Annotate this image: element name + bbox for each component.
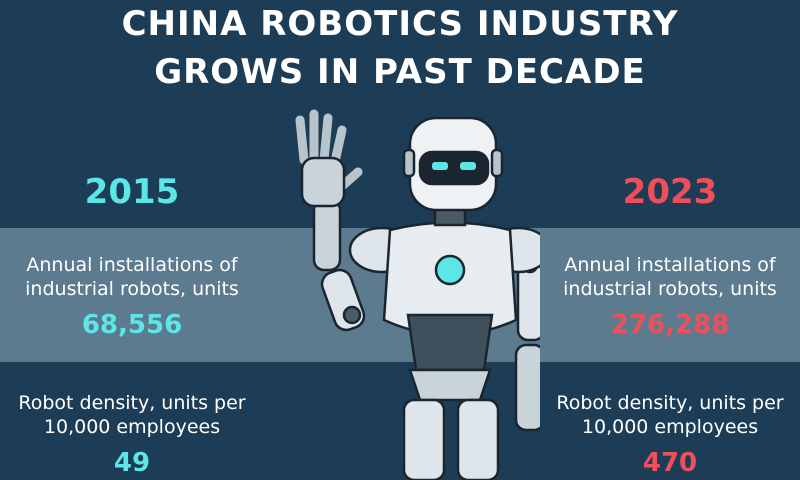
title-line: CHINA ROBOTICS INDUSTRY xyxy=(121,4,679,44)
installations-label: Annual installations of industrial robot… xyxy=(25,254,239,300)
installations-value: 68,556 xyxy=(81,310,183,340)
density-label: Robot density, units per 10,000 employee… xyxy=(556,392,784,438)
installations-value: 276,288 xyxy=(610,310,730,340)
year: 2023 xyxy=(622,172,718,212)
year: 2015 xyxy=(84,172,180,212)
density-value: 49 xyxy=(113,448,151,478)
density-value: 470 xyxy=(642,448,698,478)
installations-label: Annual installations of industrial robot… xyxy=(563,254,777,300)
title-line: GROWS IN PAST DECADE xyxy=(154,52,646,92)
density-label: Robot density, units per 10,000 employee… xyxy=(18,392,246,438)
robot-illustration xyxy=(295,109,540,480)
